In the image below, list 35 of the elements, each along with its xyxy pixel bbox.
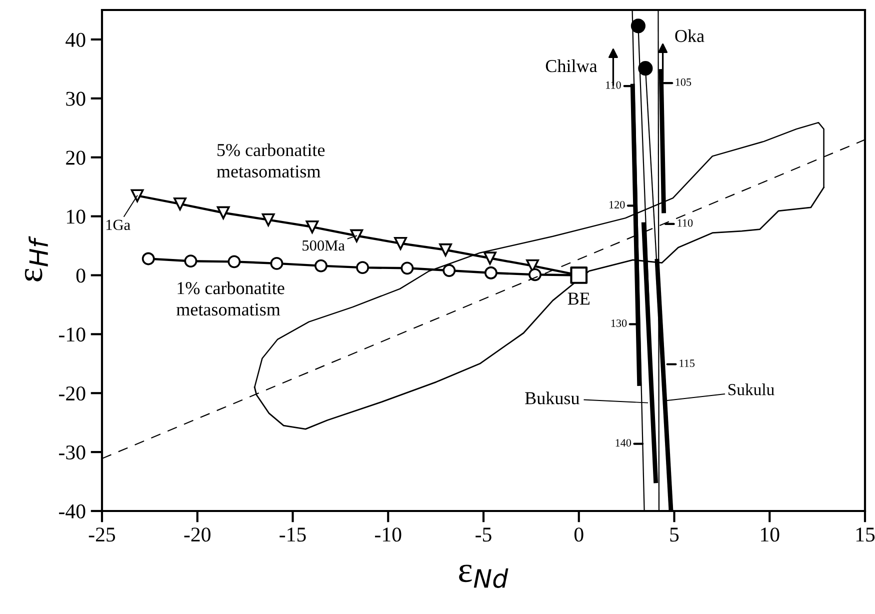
x-tick-label: -10 xyxy=(375,528,402,542)
x-tick-label: 15 xyxy=(856,528,875,542)
series-label: 1% carbonatite metasomatism xyxy=(176,282,284,316)
y-tick-label: -20 xyxy=(59,386,86,401)
annotation: BE xyxy=(568,292,590,305)
y-tick-label: 30 xyxy=(66,92,86,106)
annotation: 1Ga xyxy=(106,220,130,230)
y-tick-label: 20 xyxy=(66,150,86,165)
annotation: 105 xyxy=(676,78,692,86)
annotation: Chilwa xyxy=(546,59,598,72)
annotation: 140 xyxy=(616,439,632,447)
x-tick-label: -5 xyxy=(476,528,492,542)
y-tick-label: -40 xyxy=(59,504,86,518)
x-axis-title: ε$_{Nd}$ xyxy=(459,564,508,588)
annotation: 120 xyxy=(609,200,625,208)
y-tick-label: 0 xyxy=(76,268,86,283)
x-tick-label: 10 xyxy=(761,528,780,542)
annotation: Sukulu xyxy=(728,384,774,396)
x-tick-label: -20 xyxy=(184,528,210,542)
annotation: Bukusu xyxy=(525,392,580,404)
annotation: 110 xyxy=(678,219,693,227)
annotation: 130 xyxy=(611,319,627,327)
x-tick-label: -25 xyxy=(88,528,116,542)
x-tick-label: 0 xyxy=(574,528,584,542)
y-axis-title: ε$_{Hf}$ xyxy=(24,236,48,282)
x-tick-label: 5 xyxy=(670,528,679,542)
y-tick-label: -30 xyxy=(59,445,86,460)
y-tick-label: -10 xyxy=(59,328,86,342)
y-tick-label: 10 xyxy=(67,210,86,224)
annotation: 500Ma xyxy=(302,240,345,251)
series-label: 5% carbonatite metasomatism xyxy=(216,143,325,178)
x-tick-label: -15 xyxy=(280,528,306,542)
annotation: Oka xyxy=(675,29,704,42)
y-tick-label: 40 xyxy=(66,32,86,47)
annotation: 115 xyxy=(680,360,695,368)
